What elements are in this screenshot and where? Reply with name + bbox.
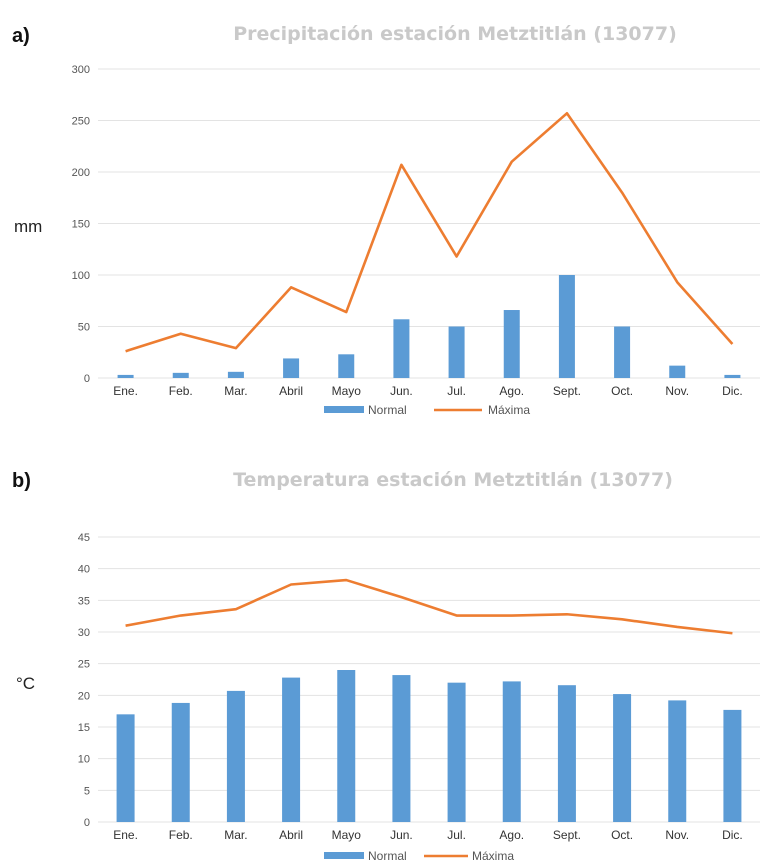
x-tick-label: Dic. xyxy=(722,384,743,398)
y-tick-label: 250 xyxy=(72,116,90,128)
x-tick-label: Ago. xyxy=(499,384,524,398)
y-tick-label: 150 xyxy=(72,219,90,231)
precipitation-legend: Normal Máxima xyxy=(324,403,530,417)
y-tick-label: 0 xyxy=(84,817,90,829)
bar-normal-mayo xyxy=(338,354,355,378)
legend-normal-swatch xyxy=(324,406,364,413)
precipitation-maxima-line xyxy=(125,111,734,353)
temperature-y-ticks: 0 5 10 15 20 25 30 35 40 45 xyxy=(78,532,90,829)
temperature-y-axis-label: °C xyxy=(16,674,35,693)
bar-normal-jul xyxy=(447,682,466,822)
bar-normal-abril xyxy=(282,677,301,822)
bar-normal-abril xyxy=(283,358,300,378)
x-tick-label: Mayo xyxy=(332,828,362,842)
bar-normal-oct xyxy=(613,694,632,822)
bar-normal-feb xyxy=(172,372,189,378)
y-tick-label: 15 xyxy=(78,722,90,734)
bar-normal-jul xyxy=(448,326,465,378)
bar-normal-ene xyxy=(116,714,135,822)
bar-normal-jun xyxy=(393,319,410,378)
panel-b-label: b) xyxy=(12,470,31,492)
y-tick-label: 50 xyxy=(78,322,90,334)
precipitation-normal-bars xyxy=(117,275,741,378)
bar-normal-oct xyxy=(614,326,631,378)
temperature-maxima-line xyxy=(125,578,733,635)
legend-maxima-label: Máxima xyxy=(472,849,514,863)
x-tick-label: Nov. xyxy=(665,384,689,398)
x-tick-label: Jul. xyxy=(447,384,466,398)
y-tick-label: 200 xyxy=(72,167,90,179)
x-tick-label: Oct. xyxy=(611,384,633,398)
y-tick-label: 0 xyxy=(84,373,90,385)
x-tick-label: Mayo xyxy=(332,384,362,398)
bar-normal-feb xyxy=(171,702,190,822)
bar-normal-mayo xyxy=(337,670,356,822)
precipitation-y-axis-label: mm xyxy=(14,217,42,236)
bar-normal-dic xyxy=(724,374,741,378)
y-tick-label: 25 xyxy=(78,659,90,671)
panel-a-label: a) xyxy=(12,25,30,47)
x-tick-label: Ago. xyxy=(499,828,524,842)
bar-normal-ago xyxy=(503,310,520,378)
y-tick-label: 300 xyxy=(72,64,90,76)
bar-normal-dic xyxy=(723,709,742,822)
precipitation-chart: a) Precipitación estación Metztitlán (13… xyxy=(12,23,760,417)
x-tick-label: Nov. xyxy=(665,828,689,842)
x-tick-label: Jun. xyxy=(390,828,413,842)
y-tick-label: 40 xyxy=(78,564,90,576)
temperature-x-ticks: Ene. Feb. Mar. Abril Mayo Jun. Jul. Ago. Sept. Oc… xyxy=(113,828,743,842)
y-tick-label: 20 xyxy=(78,690,90,702)
x-tick-label: Ene. xyxy=(113,828,138,842)
y-tick-label: 5 xyxy=(84,785,90,797)
bar-normal-mar xyxy=(226,690,245,822)
precipitation-y-ticks: 0 50 100 150 200 250 300 xyxy=(72,64,90,385)
precipitation-chart-title: Precipitación estación Metztitlán (13077… xyxy=(233,23,677,45)
x-tick-label: Mar. xyxy=(224,384,247,398)
y-tick-label: 35 xyxy=(78,595,90,607)
bar-normal-jun xyxy=(392,675,411,822)
x-tick-label: Abril xyxy=(279,384,303,398)
precipitation-x-ticks: Ene. Feb. Mar. Abril Mayo Jun. Jul. Ago. Sept. Oc… xyxy=(113,384,743,398)
legend-normal-swatch xyxy=(324,852,364,859)
x-tick-label: Feb. xyxy=(169,384,193,398)
x-tick-label: Oct. xyxy=(611,828,633,842)
legend-normal-label: Normal xyxy=(368,403,407,417)
bar-normal-nov xyxy=(669,365,686,378)
legend-maxima-label: Máxima xyxy=(488,403,530,417)
x-tick-label: Feb. xyxy=(169,828,193,842)
temperature-gridlines xyxy=(98,536,760,823)
bar-normal-mar xyxy=(227,371,244,378)
x-tick-label: Sept. xyxy=(553,384,581,398)
x-tick-label: Dic. xyxy=(722,828,743,842)
temperature-chart: b) Temperatura estación Metztitlán (1307… xyxy=(12,469,760,863)
bar-normal-nov xyxy=(668,700,687,822)
x-tick-label: Jul. xyxy=(447,828,466,842)
bar-normal-ene xyxy=(117,374,134,378)
y-tick-label: 10 xyxy=(78,754,90,766)
x-tick-label: Jun. xyxy=(390,384,413,398)
maxima-series-line xyxy=(125,111,734,353)
x-tick-label: Sept. xyxy=(553,828,581,842)
bar-normal-sept xyxy=(558,275,575,378)
legend-normal-label: Normal xyxy=(368,849,407,863)
bar-normal-sept xyxy=(557,685,576,822)
x-tick-label: Mar. xyxy=(224,828,247,842)
x-tick-label: Abril xyxy=(279,828,303,842)
y-tick-label: 30 xyxy=(78,627,90,639)
y-tick-label: 100 xyxy=(72,270,90,282)
temperature-normal-bars xyxy=(116,670,742,822)
x-tick-label: Ene. xyxy=(113,384,138,398)
precipitation-gridlines xyxy=(98,68,760,379)
temperature-legend: Normal Máxima xyxy=(324,849,514,863)
y-tick-label: 45 xyxy=(78,532,90,544)
maxima-series-line xyxy=(125,578,733,635)
bar-normal-ago xyxy=(502,681,521,822)
temperature-chart-title: Temperatura estación Metztitlán (13077) xyxy=(233,469,673,491)
